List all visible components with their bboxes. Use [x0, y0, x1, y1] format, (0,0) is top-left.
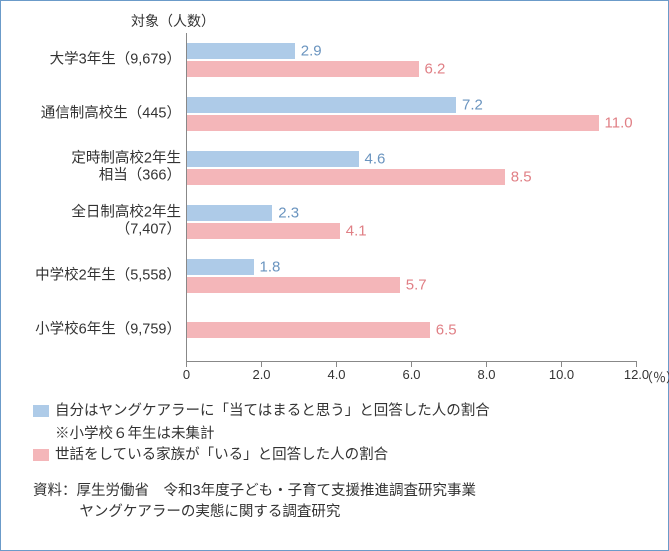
bar-series-b: 4.1: [186, 223, 340, 239]
x-tick: 4.0: [336, 361, 337, 367]
x-tick: 2.0: [261, 361, 262, 367]
x-tick-label: 10.0: [549, 367, 574, 382]
category-label: 通信制高校生（445）: [11, 105, 181, 122]
bar-value-a: 4.6: [365, 151, 386, 168]
chart-container: 対象（人数） 大学3年生（9,679）2.96.2通信制高校生（445）7.21…: [0, 0, 669, 551]
category-row: 小学校6年生（9,759） 6.5: [11, 303, 651, 357]
category-bars: 7.211.0: [186, 87, 636, 141]
bar-value-a: 2.3: [278, 205, 299, 222]
legend-item-a: 自分はヤングケアラーに「当てはまると思う」と回答した人の割合: [33, 401, 490, 422]
bar-series-a: 7.2: [186, 97, 456, 113]
source-line-2: ヤングケアラーの実態に関する調査研究: [79, 502, 476, 523]
category-bars: 4.68.5: [186, 141, 636, 195]
category-bars: 2.34.1: [186, 195, 636, 249]
category-bars: 1.85.7: [186, 249, 636, 303]
source-line-1: 資料：厚生労働省 令和3年度子ども・子育て支援推進調査研究事業: [33, 481, 476, 502]
bar-value-b: 8.5: [511, 169, 532, 186]
bar-value-b: 5.7: [406, 277, 427, 294]
x-tick-label: 8.0: [477, 367, 495, 382]
x-tick-label: 0: [183, 367, 190, 382]
plot-area: 大学3年生（9,679）2.96.2通信制高校生（445）7.211.0定時制高…: [11, 33, 651, 373]
bar-value-a: 1.8: [260, 259, 281, 276]
x-tick-label: 2.0: [252, 367, 270, 382]
legend-text-b: 世話をしている家族が「いる」と回答した人の割合: [55, 445, 388, 466]
x-tick: 6.0: [411, 361, 412, 367]
category-row: 定時制高校2年生相当（366）4.68.5: [11, 141, 651, 195]
category-label: 定時制高校2年生相当（366）: [11, 151, 181, 186]
category-label: 大学3年生（9,679）: [11, 51, 181, 68]
x-tick: 0: [186, 361, 187, 367]
x-tick-label: 4.0: [327, 367, 345, 382]
bar-series-b: 5.7: [186, 277, 400, 293]
legend-item-b: 世話をしている家族が「いる」と回答した人の割合: [33, 445, 490, 466]
category-row: 全日制高校2年生（7,407）2.34.1: [11, 195, 651, 249]
x-tick: 12.0: [636, 361, 637, 367]
x-tick-label: 6.0: [402, 367, 420, 382]
y-axis-line: [186, 33, 187, 361]
bar-series-b: 11.0: [186, 115, 599, 131]
legend: 自分はヤングケアラーに「当てはまると思う」と回答した人の割合 ※小学校６年生は未…: [33, 401, 490, 468]
source-citation: 資料：厚生労働省 令和3年度子ども・子育て支援推進調査研究事業 ヤングケアラーの…: [33, 481, 476, 523]
bar-series-a: 2.9: [186, 43, 295, 59]
x-tick: 8.0: [486, 361, 487, 367]
category-row: 通信制高校生（445）7.211.0: [11, 87, 651, 141]
header-label: 対象（人数）: [131, 11, 215, 31]
x-tick: 10.0: [561, 361, 562, 367]
category-bars: 6.5: [186, 303, 636, 357]
bar-series-a: 4.6: [186, 151, 359, 167]
bar-value-b: 6.5: [436, 322, 457, 339]
bar-series-b: 6.5: [186, 322, 430, 338]
category-label: 小学校6年生（9,759）: [11, 321, 181, 338]
bar-value-a: 7.2: [462, 97, 483, 114]
bar-series-b: 8.5: [186, 169, 505, 185]
bar-value-b: 11.0: [605, 115, 633, 132]
bar-value-b: 6.2: [425, 61, 446, 78]
legend-note-a: ※小学校６年生は未集計: [55, 424, 490, 445]
category-label: 全日制高校2年生（7,407）: [11, 205, 181, 240]
legend-text-a: 自分はヤングケアラーに「当てはまると思う」と回答した人の割合: [55, 401, 490, 422]
bar-value-b: 4.1: [346, 223, 367, 240]
category-row: 大学3年生（9,679）2.96.2: [11, 33, 651, 87]
category-label: 中学校2年生（5,558）: [11, 267, 181, 284]
bar-series-a: 2.3: [186, 205, 272, 221]
category-row: 中学校2年生（5,558）1.85.7: [11, 249, 651, 303]
legend-swatch-a: [33, 405, 49, 417]
bar-series-a: 1.8: [186, 259, 254, 275]
x-axis-unit: （％）: [640, 367, 669, 386]
plot-inner: 大学3年生（9,679）2.96.2通信制高校生（445）7.211.0定時制高…: [11, 33, 651, 373]
bar-series-b: 6.2: [186, 61, 419, 77]
bar-value-a: 2.9: [301, 43, 322, 60]
legend-swatch-b: [33, 449, 49, 461]
category-bars: 2.96.2: [186, 33, 636, 87]
